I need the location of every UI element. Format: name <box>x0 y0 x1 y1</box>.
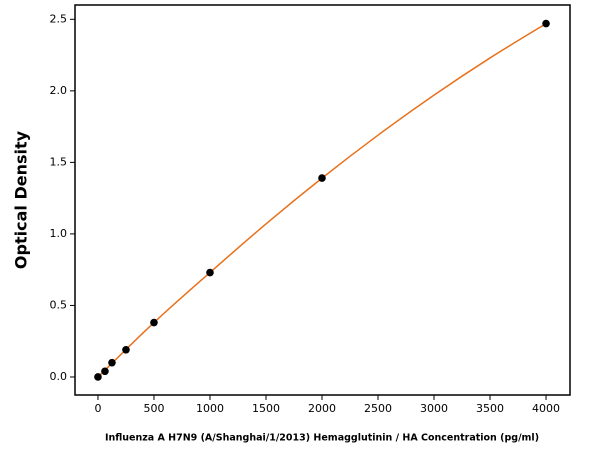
x-tick-label: 3000 <box>420 402 448 415</box>
x-tick-label: 500 <box>143 402 164 415</box>
data-point <box>542 19 550 28</box>
y-tick-label: 1.0 <box>50 227 68 240</box>
data-point <box>206 268 214 277</box>
x-tick-label: 2500 <box>364 402 392 415</box>
data-point <box>108 358 116 367</box>
x-tick-label: 0 <box>94 402 101 415</box>
data-point <box>122 345 130 354</box>
data-point <box>94 373 102 381</box>
data-point <box>150 318 158 327</box>
y-tick-label: 2.0 <box>50 84 68 97</box>
y-tick-label: 0.0 <box>50 370 68 383</box>
y-axis-label: Optical Density <box>12 130 31 269</box>
x-tick-label: 4000 <box>532 402 560 415</box>
x-tick-label: 1500 <box>252 402 280 415</box>
y-tick-label: 2.5 <box>50 12 68 25</box>
y-tick-label: 0.5 <box>50 298 68 311</box>
x-tick-label: 3500 <box>476 402 504 415</box>
y-tick-label: 1.5 <box>50 155 68 168</box>
data-point <box>101 367 109 376</box>
x-axis-label: Influenza A H7N9 (A/Shanghai/1/2013) Hem… <box>105 433 539 444</box>
data-point <box>318 174 326 182</box>
fit-curve <box>97 22 547 378</box>
plot-frame <box>74 4 571 396</box>
x-tick-label: 1000 <box>196 402 224 415</box>
x-tick-label: 2000 <box>308 402 336 415</box>
